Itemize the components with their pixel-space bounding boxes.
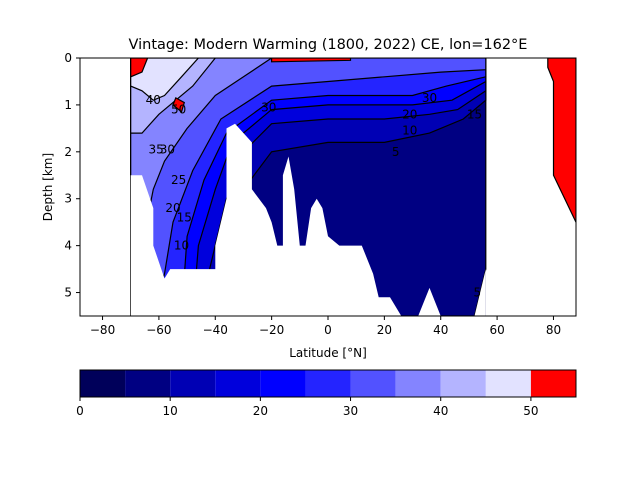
x-tick-label: −20 [259,323,284,337]
contour-label: 10 [402,124,417,138]
chart-title: Vintage: Modern Warming (1800, 2022) CE,… [129,37,528,53]
y-tick-label: 3 [64,192,72,206]
contour-band-50 [130,58,149,78]
y-tick-label: 5 [64,286,72,300]
x-tick-label: −40 [203,323,228,337]
colorbar-cell [260,370,306,397]
colorbar-cell [395,370,441,397]
contour-label: 10 [174,239,189,253]
colorbar-tick-label: 50 [523,404,538,418]
masked-region [418,287,441,316]
colorbar: 0 10 20 30 40 50 [76,369,577,418]
contour-label: 15 [177,210,192,224]
colorbar-cell [215,370,261,397]
contour-label: 5 [474,286,482,300]
masked-region [130,123,402,316]
x-axis-label: Latitude [°N] [289,346,367,360]
colorbar-tick-label: 10 [163,404,178,418]
colorbar-cell [170,370,216,397]
colorbar-cell [350,370,396,397]
contour-label: 30 [160,142,175,156]
contour-band-50 [547,58,576,223]
contour-label: 30 [422,91,437,105]
contour-label: 20 [165,201,180,215]
contour-label: 25 [171,173,186,187]
x-tick-label: −80 [90,323,115,337]
colorbar-tick-label: 40 [433,404,448,418]
y-tick-label: 4 [64,239,72,253]
y-axis: 0 1 2 3 4 5 [64,51,80,300]
contour-label: 35 [148,142,163,156]
masked-region [474,269,486,316]
colorbar-cell [485,370,531,397]
x-tick-label: 60 [489,323,504,337]
colorbar-cell [530,370,576,397]
contour-label: 20 [402,107,417,121]
land-mask-layer [130,123,486,316]
colorbar-cell [440,370,486,397]
contour-band-45 [130,58,200,101]
contour-band-50 [172,97,186,113]
colorbar-frame [79,369,577,398]
contour-band-50 [271,58,352,63]
x-tick-label: 0 [324,323,332,337]
contour-label: 50 [171,103,186,117]
contour-label: 30 [261,100,276,114]
colorbar-cell [305,370,351,397]
y-tick-label: 1 [64,98,72,112]
colorbar-tick-label: 0 [76,404,84,418]
y-tick-label: 0 [64,51,72,65]
x-tick-label: −60 [146,323,171,337]
contour-label: 15 [467,107,482,121]
colorbar-cell [80,370,126,397]
x-axis: −80 −60 −40 −20 0 20 40 60 80 [90,316,561,337]
x-tick-label: 20 [377,323,392,337]
colorbar-tick-label: 20 [253,404,268,418]
contour-label: 5 [392,145,400,159]
contour-label: 40 [146,93,161,107]
x-tick-label: 80 [546,323,561,337]
y-axis-label: Depth [km] [41,153,55,221]
y-tick-label: 2 [64,145,72,159]
colorbar-tick-label: 30 [343,404,358,418]
colorbar-cell [125,370,171,397]
x-tick-label: 40 [433,323,448,337]
